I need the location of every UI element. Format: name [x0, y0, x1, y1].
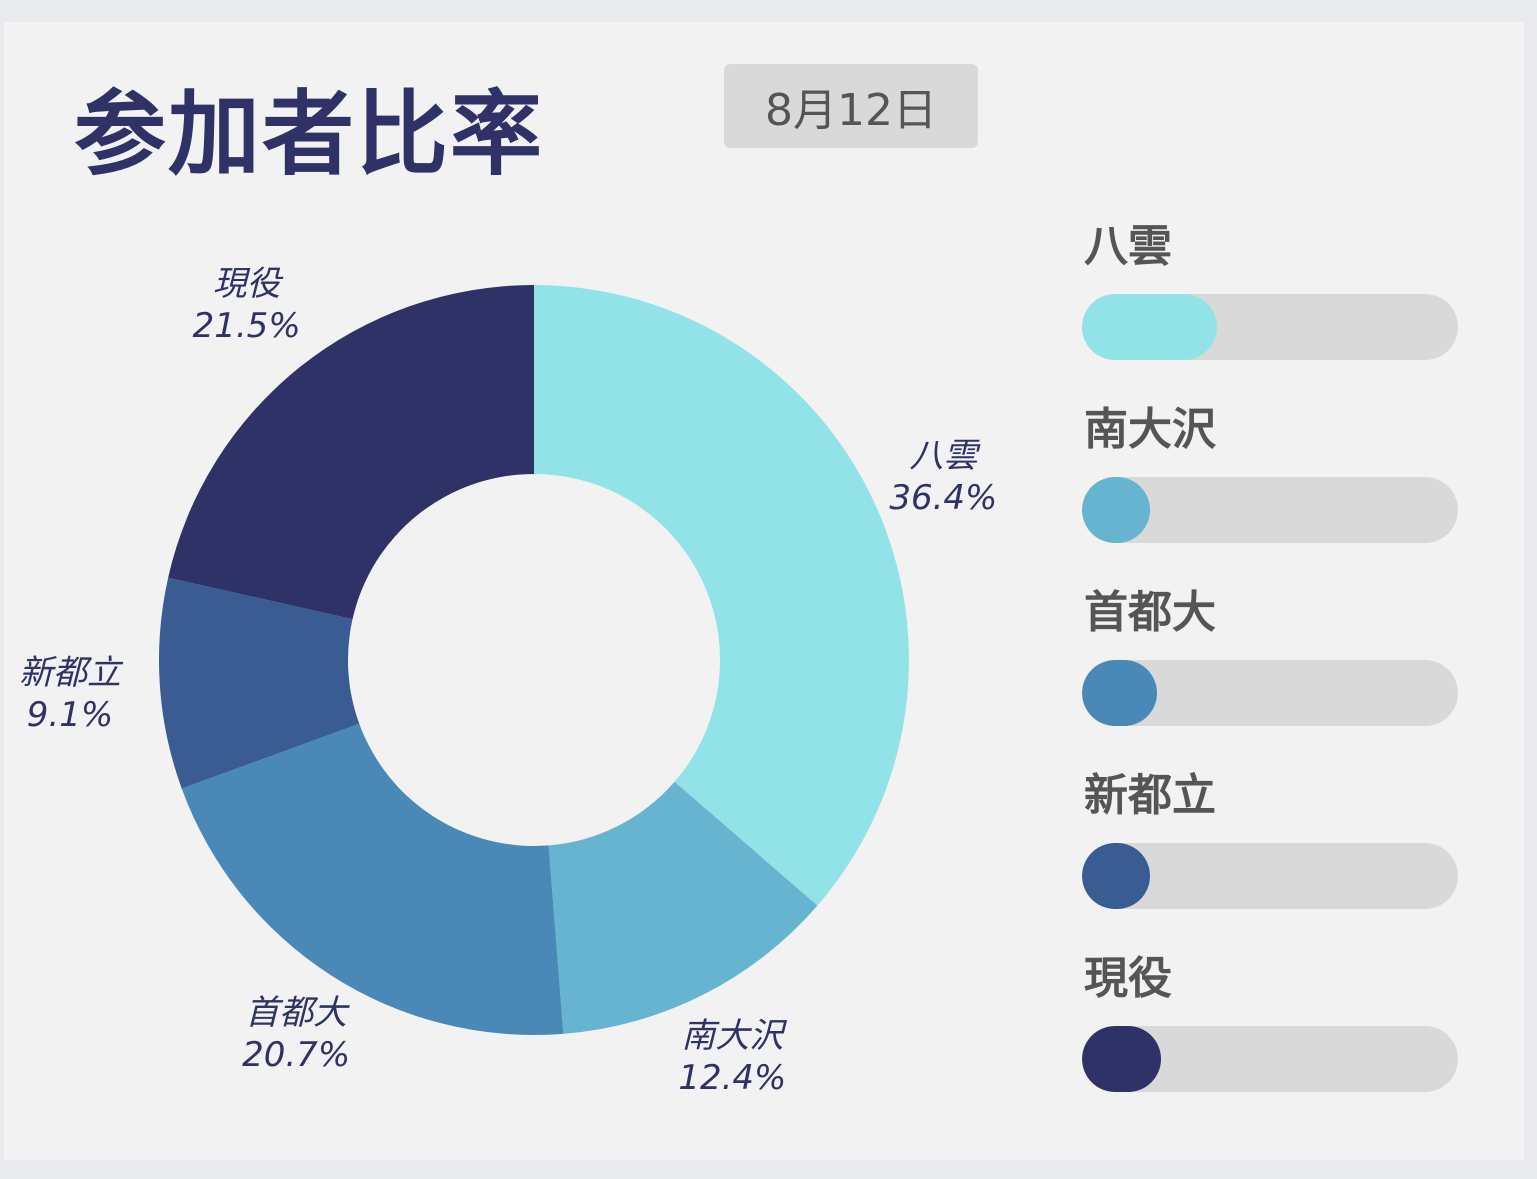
- slice-percent-label: 9.1%: [27, 695, 113, 735]
- legend-item: 八雲: [1082, 210, 1462, 393]
- page-title: 参加者比率: [74, 81, 545, 188]
- legend: 八雲 南大沢 首都大 新都立 現役: [1082, 210, 1462, 1125]
- legend-label: 南大沢: [1084, 404, 1216, 455]
- legend-label: 新都立: [1084, 770, 1216, 821]
- chart-card: 参加者比率 8月12日 八雲 36.4% 南大沢 12.4% 首都大 20.7% 新都立 9.…: [4, 22, 1524, 1160]
- legend-bar-track: [1082, 1026, 1458, 1092]
- legend-bar-fill: [1082, 1026, 1161, 1092]
- slice-name-label: 首都大: [245, 993, 350, 1033]
- slice-percent-label: 20.7%: [242, 1035, 350, 1075]
- slice-name-label: 八雲: [909, 436, 981, 476]
- slice-percent-label: 12.4%: [678, 1058, 786, 1098]
- legend-bar-track: [1082, 660, 1458, 726]
- slice-name-label: 新都立: [19, 653, 124, 693]
- legend-label: 首都大: [1084, 587, 1216, 638]
- legend-label: 八雲: [1084, 221, 1172, 272]
- legend-label: 現役: [1084, 953, 1172, 1004]
- legend-item: 現役: [1082, 942, 1462, 1125]
- donut-slice: [181, 723, 564, 1035]
- legend-bar-fill: [1082, 294, 1218, 360]
- donut-slice: [548, 781, 818, 1034]
- date-badge: 8月12日: [724, 64, 978, 148]
- legend-bar-fill: [1082, 660, 1158, 726]
- donut-slice: [168, 285, 534, 620]
- legend-bar-track: [1082, 477, 1458, 543]
- slice-percent-label: 21.5%: [193, 306, 301, 346]
- donut-slice: [534, 285, 909, 906]
- legend-item: 南大沢: [1082, 393, 1462, 576]
- donut-slice: [158, 577, 360, 789]
- legend-item: 首都大: [1082, 576, 1462, 759]
- legend-item: 新都立: [1082, 759, 1462, 942]
- legend-bar-track: [1082, 294, 1458, 360]
- slice-name-label: 現役: [213, 264, 284, 304]
- slice-name-label: 南大沢: [681, 1016, 787, 1056]
- slice-percent-label: 36.4%: [889, 478, 997, 518]
- legend-bar-fill: [1082, 843, 1150, 909]
- legend-bar-track: [1082, 843, 1458, 909]
- legend-bar-fill: [1082, 477, 1150, 543]
